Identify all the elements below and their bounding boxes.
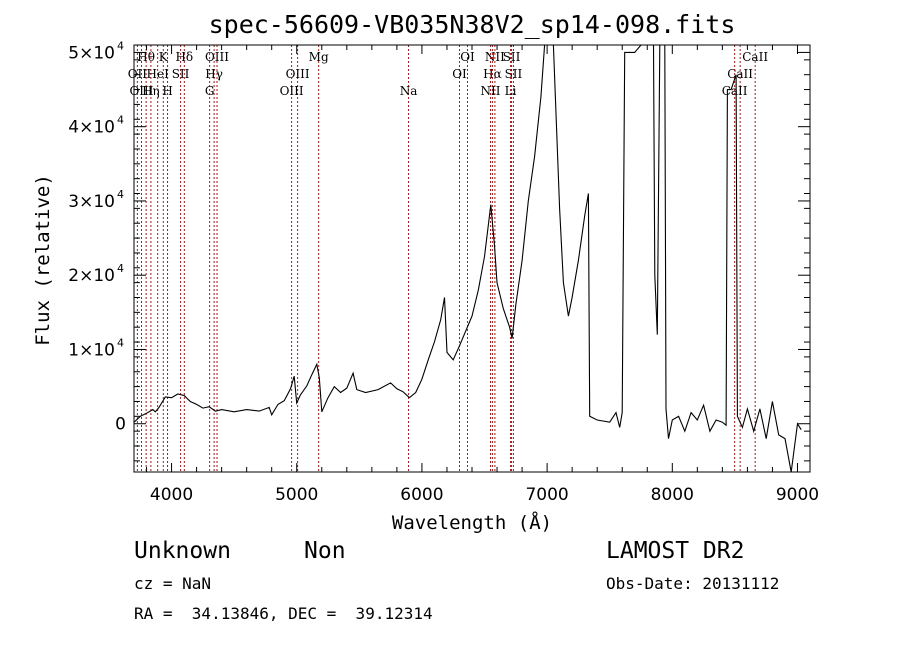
x-tick-label: 5000 [275,485,318,505]
line-label: SII [172,67,190,81]
line-label: OI [460,50,475,64]
line-label: Na [400,84,418,98]
line-label: CaII [727,67,753,81]
y-tick-exponent: 4 [117,39,124,52]
y-tick-label: 4×10 [68,118,115,138]
line-label: CaII [742,50,768,64]
line-label: NII [485,50,505,64]
object-subclass: Non [304,538,346,564]
chart-title: spec-56609-VB035N38V2_sp14-098.fits [209,10,736,39]
line-label: NII [481,84,501,98]
line-label: OIII [286,67,310,81]
line-label: K [159,50,169,64]
observation-date: Obs-Date: 20131112 [606,574,780,593]
line-label: Mg [309,50,329,64]
y-axis-label: Flux (relative) [32,174,54,346]
plot-frame [133,44,811,473]
object-class: Unknown [134,538,231,564]
line-label: HeI [147,67,170,81]
y-tick-exponent: 4 [117,336,124,349]
y-tick-label: 3×10 [68,192,115,212]
y-tick-exponent: 4 [117,188,124,201]
x-tick-label: 8000 [651,485,694,505]
y-tick-exponent: 4 [117,262,124,275]
ra-dec-coordinates: RA = 34.13846, DEC = 39.12314 [134,604,433,623]
x-tick-label: 4000 [150,485,193,505]
line-label: Hα [483,67,502,81]
x-tick-label: 6000 [400,485,443,505]
line-label: CaII [722,84,748,98]
spectrum-series [134,45,802,472]
survey-name: LAMOST DR2 [606,538,745,564]
spectrum-line [134,45,802,472]
line-label: OIII [129,84,153,98]
line-label: G [205,84,215,98]
y-tick-label: 5×10 [68,43,115,63]
line-label: OIII [205,50,229,64]
x-tick-label: 9000 [776,485,819,505]
line-label: OI [452,67,467,81]
x-axis-label: Wavelength (Å) [392,511,552,534]
y-tick-label: 2×10 [68,266,115,286]
line-label: Hγ [205,67,223,81]
line-label: SII [505,67,523,81]
line-label: Hδ [175,50,193,64]
line-label: Hη [142,84,160,98]
line-label: H [162,84,172,98]
line-label: SII [503,50,521,64]
y-tick-exponent: 4 [117,114,124,127]
y-tick-label: 0 [115,415,126,435]
redshift-cz: cz = NaN [134,574,212,593]
x-tick-label: 7000 [525,485,568,505]
line-label: OIII [280,84,304,98]
line-label: OII [128,67,148,81]
line-label: Li [505,84,517,98]
y-tick-label: 1×10 [68,340,115,360]
